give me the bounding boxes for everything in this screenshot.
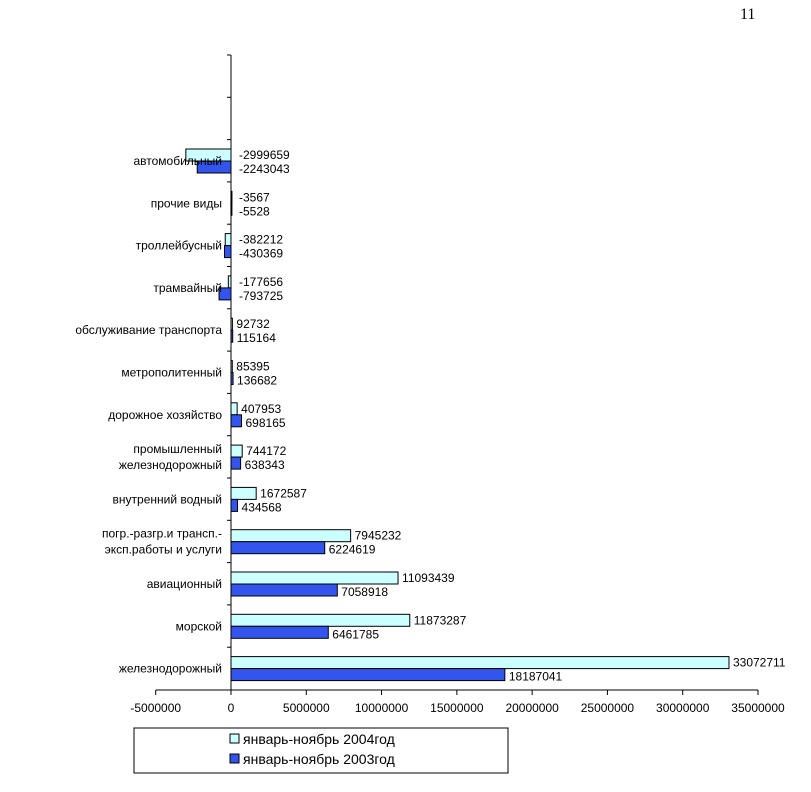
category-label: дорожное хозяйство <box>108 408 222 422</box>
bar-2003 <box>230 329 234 343</box>
bar-2003 <box>224 245 232 259</box>
category-label: троллейбусный <box>136 239 222 253</box>
category-label: внутренний водный <box>113 492 222 506</box>
data-label: -177656 <box>239 275 283 289</box>
data-label: -2243043 <box>239 162 290 176</box>
data-label: 115164 <box>237 331 276 345</box>
bar-2003 <box>230 541 326 555</box>
chart-legend: январь-ноябрь 2004год январь-ноябрь 2003г… <box>133 727 509 774</box>
x-tick-label: 25000000 <box>581 701 635 715</box>
bar-2004 <box>230 571 399 585</box>
data-label: 11093439 <box>402 571 455 585</box>
legend-swatch <box>229 753 240 764</box>
bar-2004 <box>230 190 233 204</box>
category-label: железнодорожный <box>119 458 222 472</box>
data-label: 698165 <box>246 416 286 430</box>
data-label: 85395 <box>236 360 270 374</box>
x-tick-label: -5000000 <box>130 701 181 715</box>
x-tick-label: 5000000 <box>283 701 330 715</box>
data-label: 407953 <box>241 402 281 416</box>
data-label: 18187041 <box>509 670 563 684</box>
legend-swatch <box>229 733 240 744</box>
bar-2003 <box>230 583 338 597</box>
bar-2003 <box>230 625 329 639</box>
data-label: 744172 <box>246 444 286 458</box>
bar-2003 <box>230 202 233 216</box>
data-label: -793725 <box>239 289 283 303</box>
category-label: метрополитенный <box>121 366 222 380</box>
bar-2004 <box>230 444 243 458</box>
category-label: автомобильный <box>133 154 222 168</box>
data-label: 6224619 <box>329 543 376 557</box>
data-label: 33072711 <box>733 656 786 670</box>
data-label: 92732 <box>236 317 270 331</box>
x-tick-label: 15000000 <box>430 701 484 715</box>
x-tick-label: 10000000 <box>355 701 409 715</box>
legend-label: январь-ноябрь 2004год <box>243 731 395 747</box>
data-label: 6461785 <box>332 627 379 641</box>
bar-2004 <box>230 360 233 373</box>
data-label: 136682 <box>237 374 277 388</box>
bar-2003 <box>196 160 232 174</box>
bar-2004 <box>230 613 411 627</box>
data-label: 7058918 <box>341 585 388 599</box>
x-tick-label: 35000000 <box>731 701 785 715</box>
chart-bars <box>185 148 730 682</box>
x-tick-label: 30000000 <box>656 701 710 715</box>
data-label: -5528 <box>239 204 270 218</box>
category-label: авиационный <box>147 577 222 591</box>
category-label: трамвайный <box>153 281 222 295</box>
legend-box <box>133 727 509 774</box>
category-label: морской <box>176 619 222 633</box>
bar-2004 <box>224 233 232 247</box>
category-label: погр.-разгр.и трансп.- <box>102 527 222 541</box>
data-label: 638343 <box>245 458 285 472</box>
legend-label: январь-ноябрь 2003год <box>243 751 395 767</box>
bar-2003 <box>230 456 242 470</box>
bar-2004 <box>230 529 352 543</box>
data-label: -2999659 <box>239 148 290 162</box>
category-label: промышленный <box>133 442 222 456</box>
data-label: -430369 <box>239 247 283 261</box>
bar-2004 <box>230 486 257 500</box>
category-label: эксп.работы и услуги <box>105 543 222 557</box>
bar-2003 <box>230 372 234 385</box>
category-label: железнодорожный <box>119 662 222 676</box>
bar-2004 <box>227 275 232 289</box>
chart-labels: автомобильный -2999659-2243043 прочие виды… <box>75 148 785 684</box>
data-label: 11873287 <box>414 613 467 627</box>
page-number: 11 <box>740 6 756 23</box>
category-label: прочие виды <box>151 196 222 210</box>
data-label: -3567 <box>239 190 270 204</box>
bar-2004 <box>230 317 233 331</box>
bar-2003 <box>230 414 243 428</box>
data-label: 7945232 <box>355 529 402 543</box>
bar-2004 <box>230 402 238 416</box>
category-label: обслуживание транспорта <box>75 323 222 337</box>
bar-2003 <box>230 498 239 512</box>
data-label: 1672587 <box>260 486 307 500</box>
x-tick-label: 20000000 <box>505 701 559 715</box>
bar-2003 <box>218 287 232 301</box>
bar-2003 <box>230 668 506 682</box>
data-label: -382212 <box>239 233 283 247</box>
x-tick-label: 0 <box>228 701 235 715</box>
bar-2004 <box>230 656 730 670</box>
data-label: 434568 <box>242 500 282 514</box>
